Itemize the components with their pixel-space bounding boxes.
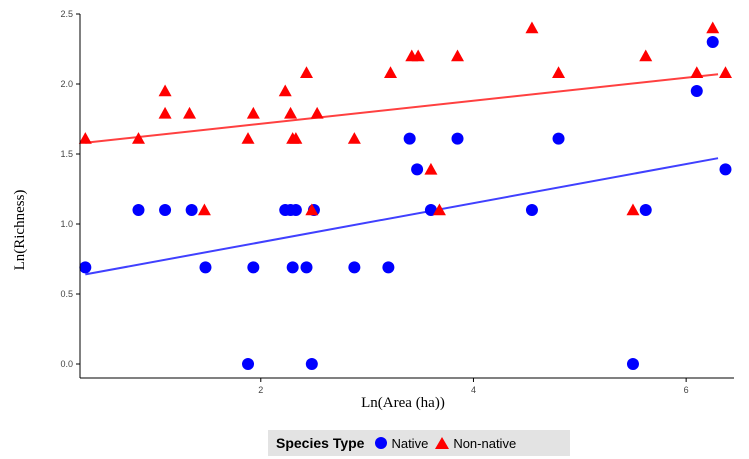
x-tick-label: 2: [258, 385, 263, 395]
data-point-non-native: [432, 203, 446, 216]
legend-label-non-native: Non-native: [453, 435, 517, 451]
data-point-native: [411, 163, 424, 176]
data-point-native: [289, 204, 302, 216]
data-point-native: [706, 36, 719, 48]
data-point-native: [159, 204, 172, 216]
data-point-non-native: [241, 132, 255, 144]
data-point-non-native: [158, 106, 172, 119]
data-point-native: [525, 204, 538, 216]
legend-title: Species Type: [276, 435, 365, 451]
legend-label-native: Native: [391, 435, 429, 451]
legend-item-non-native: Non-native: [434, 436, 516, 451]
data-point-native: [626, 358, 639, 370]
y-tick-label: 2.5: [60, 9, 73, 19]
data-point-native: [132, 204, 145, 216]
data-point-non-native: [347, 132, 361, 144]
data-point-non-native: [706, 21, 720, 34]
data-point-non-native: [305, 203, 319, 216]
data-point-non-native: [552, 66, 566, 78]
data-point-native: [286, 261, 299, 274]
data-point-non-native: [197, 203, 211, 216]
data-point-non-native: [183, 106, 197, 119]
y-tick-label: 0.5: [60, 289, 73, 299]
y-tick-label: 0.0: [60, 359, 73, 369]
data-point-non-native: [131, 132, 145, 144]
trendline-layer: [85, 73, 719, 276]
data-point-native: [690, 85, 703, 97]
data-point-native: [242, 358, 255, 370]
data-point-native: [451, 132, 464, 145]
data-point-non-native: [289, 132, 303, 144]
y-tick-label: 1.0: [60, 219, 73, 229]
data-point-non-native: [718, 66, 732, 78]
legend-item-native: Native: [374, 436, 428, 451]
data-point-native: [300, 261, 313, 274]
data-point-non-native: [300, 66, 314, 78]
data-point-non-native: [451, 49, 465, 62]
data-point-non-native: [525, 21, 539, 34]
data-point-non-native: [158, 84, 172, 97]
data-point-native: [199, 261, 212, 274]
data-point-non-native: [424, 162, 438, 175]
axes: 0.0 0.5 1.0 1.5 2.0 2.5 2 4 6: [60, 9, 734, 395]
data-point-native: [382, 261, 395, 274]
x-axis-title: Ln(Area (ha)): [361, 395, 445, 411]
y-tick-label: 2.0: [60, 79, 73, 89]
data-point-non-native: [639, 49, 653, 62]
data-point-native: [305, 358, 318, 370]
data-point-non-native: [626, 203, 640, 216]
data-point-native: [247, 261, 260, 274]
data-point-native: [348, 261, 361, 274]
data-point-non-native: [411, 49, 425, 62]
legend: Species Type Native Non-native: [268, 430, 570, 456]
data-point-non-native: [78, 132, 92, 144]
data-point-native: [403, 132, 416, 145]
x-tick-label: 4: [471, 385, 476, 395]
x-tick-label: 6: [684, 385, 689, 395]
trendline-native: [85, 157, 719, 276]
circle-marker-icon: [375, 437, 388, 449]
data-point-non-native: [690, 66, 704, 78]
y-axis-title: Ln(Richness): [12, 190, 28, 271]
data-point-native: [424, 204, 437, 216]
data-point-native: [185, 204, 198, 216]
trendline-non-native: [85, 73, 719, 144]
data-point-non-native: [246, 106, 260, 119]
data-point-native: [552, 132, 565, 145]
data-point-non-native: [278, 84, 292, 97]
data-point-non-native: [384, 66, 398, 78]
data-point-layer: [78, 21, 732, 370]
triangle-marker-icon: [435, 437, 450, 449]
data-point-native: [719, 163, 732, 176]
data-point-native: [639, 204, 652, 216]
data-point-native: [79, 261, 92, 274]
data-point-non-native: [310, 106, 324, 119]
y-tick-label: 1.5: [60, 149, 73, 159]
scatter-chart: 0.0 0.5 1.0 1.5 2.0 2.5 2 4 6 Ln(Area (ha)) Ln(R…: [12, 9, 734, 411]
data-point-non-native: [284, 106, 298, 119]
